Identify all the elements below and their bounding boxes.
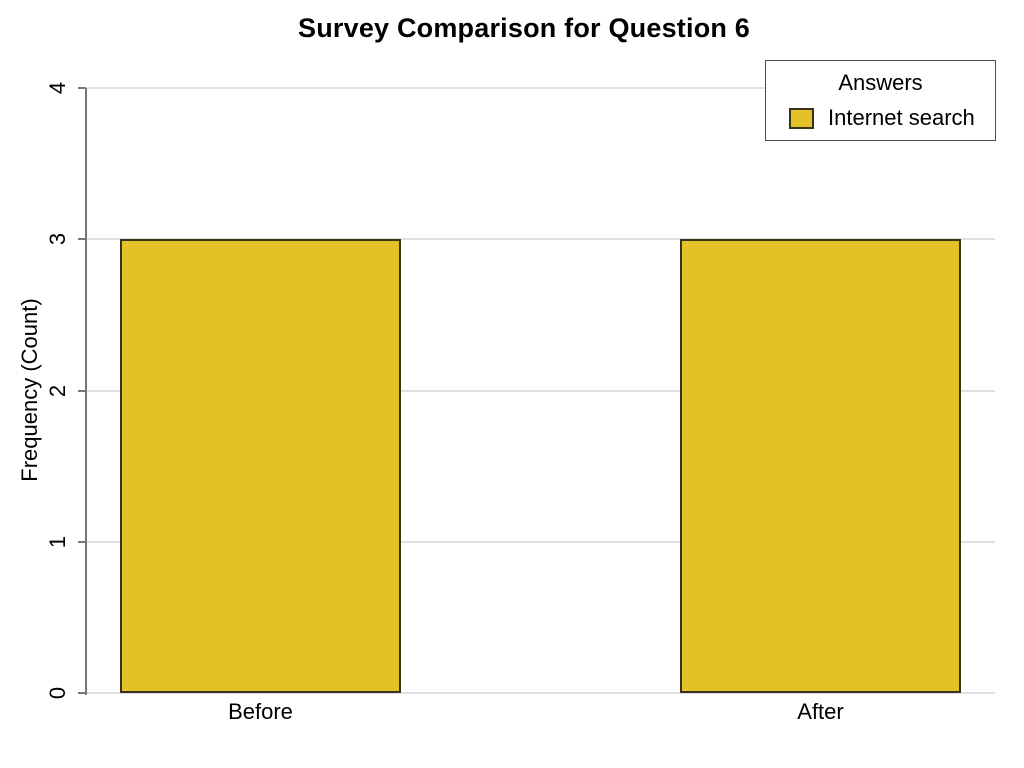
legend-swatch-internet-search: [789, 107, 814, 129]
bar-after: [680, 239, 961, 693]
gridline-y-1: [87, 540, 995, 543]
gridline-y-4: [87, 87, 995, 89]
y-tick-label-4: 4: [45, 81, 70, 95]
y-axis-line: [85, 88, 87, 695]
chart-title: Survey Comparison for Question 6: [298, 13, 750, 43]
y-tick-label-3: 3: [45, 233, 70, 246]
y-tick-label-2: 2: [45, 384, 70, 397]
legend: Answers Internet search: [765, 60, 996, 141]
gridline-y-3: [87, 238, 995, 241]
gridline-y-0: [87, 692, 995, 694]
y-tick-label-1: 1: [45, 535, 70, 548]
y-tick-label-0: 0: [45, 686, 70, 700]
legend-item-internet-search: Internet search: [766, 105, 995, 131]
plot-area: [87, 87, 995, 694]
legend-title: Answers: [838, 70, 923, 95]
y-tick-1: [78, 540, 86, 543]
x-label-after: After: [797, 699, 844, 724]
legend-item-label: Internet search: [828, 105, 975, 130]
y-axis-title: Frequency (Count): [17, 298, 42, 482]
y-tick-3: [78, 238, 86, 241]
gridline-y-2: [87, 389, 995, 392]
bar-before: [120, 239, 401, 693]
x-label-before: Before: [228, 699, 293, 724]
y-tick-4: [78, 87, 86, 89]
y-tick-0: [78, 692, 86, 694]
y-tick-2: [78, 389, 86, 392]
